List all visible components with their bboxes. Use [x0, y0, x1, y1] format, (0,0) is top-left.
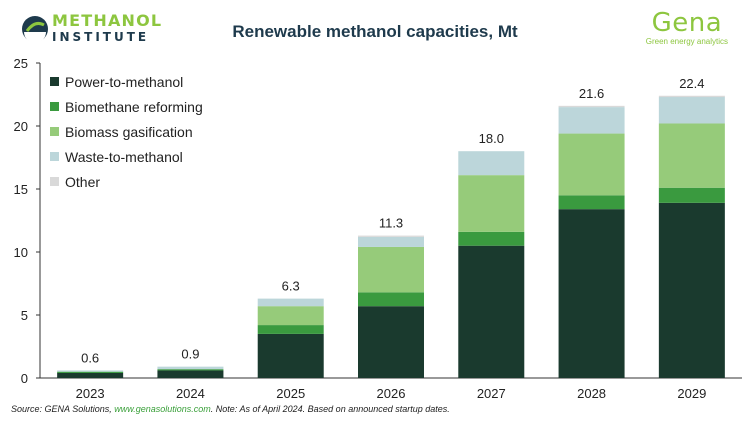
gena-brand-name: Gena — [651, 8, 723, 38]
bar-segment-waste-to-methanol-2026 — [358, 236, 424, 247]
bar-segment-power-to-methanol-2027 — [458, 245, 525, 378]
bar-segment-biomass-gasification-2029 — [658, 123, 725, 188]
bar-segment-biomethane-reforming-2024 — [157, 369, 224, 371]
bar-segment-biomass-gasification-2025 — [257, 306, 324, 326]
legend-label-biomass-gasification: Biomass gasification — [65, 123, 193, 140]
y-tick-label: 25 — [14, 56, 28, 71]
bar-segment-biomethane-reforming-2025 — [257, 325, 324, 334]
x-tick-label-2028: 2028 — [577, 386, 606, 401]
chart-legend: Power-to-methanol Biomethane reforming B… — [50, 69, 203, 194]
bar-total-label-2024: 0.9 — [181, 347, 199, 362]
y-tick-label: 15 — [14, 182, 28, 197]
source-note-text: . Note: As of April 2024. Based on annou… — [210, 404, 450, 414]
bar-segment-biomethane-reforming-2028 — [558, 195, 625, 210]
source-note: Source: GENA Solutions, www.genasolution… — [11, 404, 450, 414]
x-tick-label-2023: 2023 — [76, 386, 105, 401]
y-tick-label: 10 — [14, 245, 28, 260]
legend-label-power-to-methanol: Power-to-methanol — [65, 73, 184, 90]
bar-total-label-2025: 6.3 — [282, 279, 300, 294]
legend-swatch-other — [50, 177, 59, 186]
logo-line-1: METHANOL — [52, 11, 163, 30]
legend-swatch-biomass-gasification — [50, 127, 59, 136]
x-tick-label-2024: 2024 — [176, 386, 205, 401]
y-tick-label: 5 — [21, 308, 28, 323]
legend-item-power-to-methanol: Power-to-methanol — [50, 69, 203, 94]
legend-item-biomass-gasification: Biomass gasification — [50, 119, 203, 144]
header: METHANOL INSTITUTE Renewable methanol ca… — [0, 0, 750, 56]
methanol-institute-logo-text: METHANOL INSTITUTE — [52, 11, 163, 44]
bar-segment-power-to-methanol-2025 — [257, 333, 324, 378]
x-tick-label-2025: 2025 — [276, 386, 305, 401]
bar-segment-waste-to-methanol-2024 — [157, 366, 224, 370]
legend-swatch-biomethane-reforming — [50, 102, 59, 111]
bar-segment-biomass-gasification-2027 — [458, 175, 525, 232]
bar-segment-biomass-gasification-2026 — [358, 246, 424, 293]
bar-segment-biomass-gasification-2028 — [558, 133, 625, 196]
x-tick-label-2026: 2026 — [377, 386, 406, 401]
bar-total-label-2027: 18.0 — [479, 131, 504, 146]
bar-segment-waste-to-methanol-2023 — [57, 370, 124, 372]
chart-title: Renewable methanol capacities, Mt — [232, 22, 518, 41]
bar-total-label-2028: 21.6 — [579, 86, 604, 101]
bar-segment-biomethane-reforming-2026 — [358, 292, 424, 307]
bar-total-label-2026: 11.3 — [379, 216, 403, 231]
bar-segment-other-2029 — [658, 95, 725, 98]
gena-logo: Gena Green energy analytics — [646, 10, 728, 46]
bar-segment-power-to-methanol-2024 — [157, 370, 224, 378]
legend-item-waste-to-methanol: Waste-to-methanol — [50, 144, 203, 169]
legend-item-other: Other — [50, 169, 203, 194]
legend-label-waste-to-methanol: Waste-to-methanol — [65, 148, 183, 165]
bar-segment-biomethane-reforming-2027 — [458, 231, 525, 246]
legend-label-biomethane-reforming: Biomethane reforming — [65, 98, 203, 115]
bar-segment-power-to-methanol-2029 — [658, 202, 725, 378]
bar-segment-biomethane-reforming-2029 — [658, 187, 725, 203]
bar-segment-waste-to-methanol-2029 — [658, 97, 725, 124]
bar-total-label-2023: 0.6 — [81, 350, 99, 365]
y-tick-label: 20 — [14, 119, 28, 134]
x-tick-label-2029: 2029 — [677, 386, 706, 401]
source-link[interactable]: www.genasolutions.com — [114, 404, 211, 414]
bar-segment-other-2026 — [358, 235, 424, 237]
x-tick-label-2027: 2027 — [477, 386, 506, 401]
bar-segment-waste-to-methanol-2028 — [558, 107, 625, 134]
methanol-institute-logo-icon — [22, 16, 48, 43]
legend-swatch-power-to-methanol — [50, 77, 59, 86]
bar-segment-waste-to-methanol-2025 — [257, 298, 324, 307]
legend-swatch-waste-to-methanol — [50, 152, 59, 161]
bar-total-label-2029: 22.4 — [679, 76, 704, 91]
legend-item-biomethane-reforming: Biomethane reforming — [50, 94, 203, 119]
legend-label-other: Other — [65, 173, 101, 190]
bar-segment-other-2028 — [558, 105, 625, 108]
bar-segment-waste-to-methanol-2027 — [458, 151, 525, 176]
bar-segment-power-to-methanol-2028 — [558, 209, 625, 378]
bar-segment-power-to-methanol-2026 — [358, 306, 424, 378]
bar-segment-power-to-methanol-2023 — [57, 372, 124, 378]
logo-line-2: INSTITUTE — [52, 30, 150, 44]
bar-segment-biomethane-reforming-2023 — [57, 371, 124, 373]
y-tick-label: 0 — [21, 371, 28, 386]
source-prefix: Source: GENA Solutions, — [11, 404, 115, 414]
gena-tagline: Green energy analytics — [645, 37, 728, 46]
